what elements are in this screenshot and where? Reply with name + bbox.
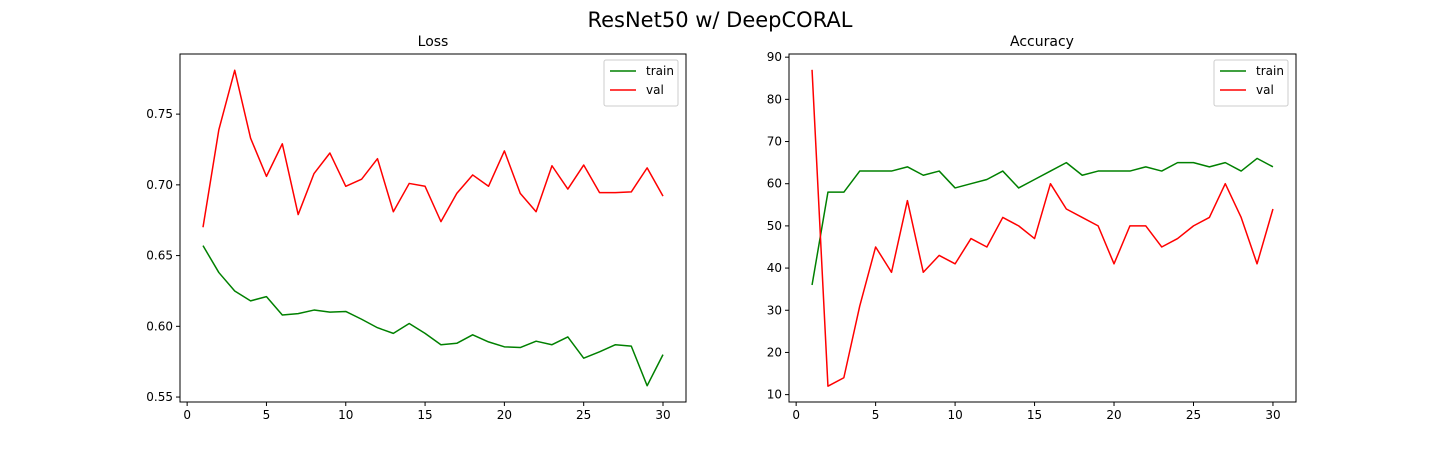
accuracy-x-tick-label: 30: [1265, 408, 1280, 422]
loss-legend: train val: [603, 59, 679, 107]
loss-y-tick-label: 0.75: [146, 107, 173, 121]
loss-chart: 0 5 10 15 20 25 30 0.55 0.60 0.65 0.70 0.75 train val: [146, 53, 687, 422]
accuracy-x-tick-label: 15: [1027, 408, 1042, 422]
accuracy-y-tick-label: 80: [767, 92, 782, 106]
figure-title: ResNet50 w/ DeepCORAL: [587, 8, 852, 32]
loss-legend-label-val: val: [646, 83, 664, 97]
accuracy-y-tick-label: 50: [767, 219, 782, 233]
loss-x-tick-label: 20: [497, 408, 512, 422]
accuracy-legend: train val: [1213, 59, 1289, 107]
loss-series-val-line: [202, 69, 664, 228]
loss-x-tick-label: 5: [263, 408, 271, 422]
loss-y-tick-label: 0.65: [146, 249, 173, 263]
accuracy-y-tick-label: 30: [767, 303, 782, 317]
accuracy-axes-frame: [788, 53, 1297, 403]
accuracy-chart-title: Accuracy: [1010, 34, 1074, 50]
loss-series-train-line: [202, 245, 664, 387]
loss-legend-label-train: train: [646, 64, 674, 78]
loss-x-tick-label: 25: [576, 408, 591, 422]
loss-x-tick-label: 10: [338, 408, 353, 422]
loss-x-tick-label: 0: [183, 408, 191, 422]
loss-y-tick-label: 0.60: [146, 319, 173, 333]
loss-x-tick-label: 30: [655, 408, 670, 422]
accuracy-series-val-line: [811, 69, 1274, 387]
accuracy-legend-label-val: val: [1256, 83, 1274, 97]
loss-x-tick-label: 15: [417, 408, 432, 422]
accuracy-y-tick-label: 10: [767, 388, 782, 402]
accuracy-y-tick-label: 70: [767, 135, 782, 149]
accuracy-chart: 0 5 10 15 20 25 30 10 20 30 40 50 60 70 80 90 train val: [767, 50, 1297, 422]
loss-axes-frame: [179, 53, 687, 403]
accuracy-x-tick-label: 25: [1186, 408, 1201, 422]
loss-y-tick-label: 0.55: [146, 390, 173, 404]
accuracy-y-tick-label: 60: [767, 177, 782, 191]
accuracy-y-tick-label: 40: [767, 261, 782, 275]
accuracy-x-tick-label: 0: [792, 408, 800, 422]
accuracy-series-train-line: [811, 157, 1274, 286]
accuracy-x-tick-label: 20: [1106, 408, 1121, 422]
loss-y-tick-label: 0.70: [146, 178, 173, 192]
accuracy-x-tick-label: 10: [947, 408, 962, 422]
accuracy-legend-label-train: train: [1256, 64, 1284, 78]
accuracy-y-tick-label: 20: [767, 345, 782, 359]
accuracy-y-tick-label: 90: [767, 50, 782, 64]
loss-chart-title: Loss: [418, 34, 449, 50]
accuracy-x-tick-label: 5: [872, 408, 880, 422]
